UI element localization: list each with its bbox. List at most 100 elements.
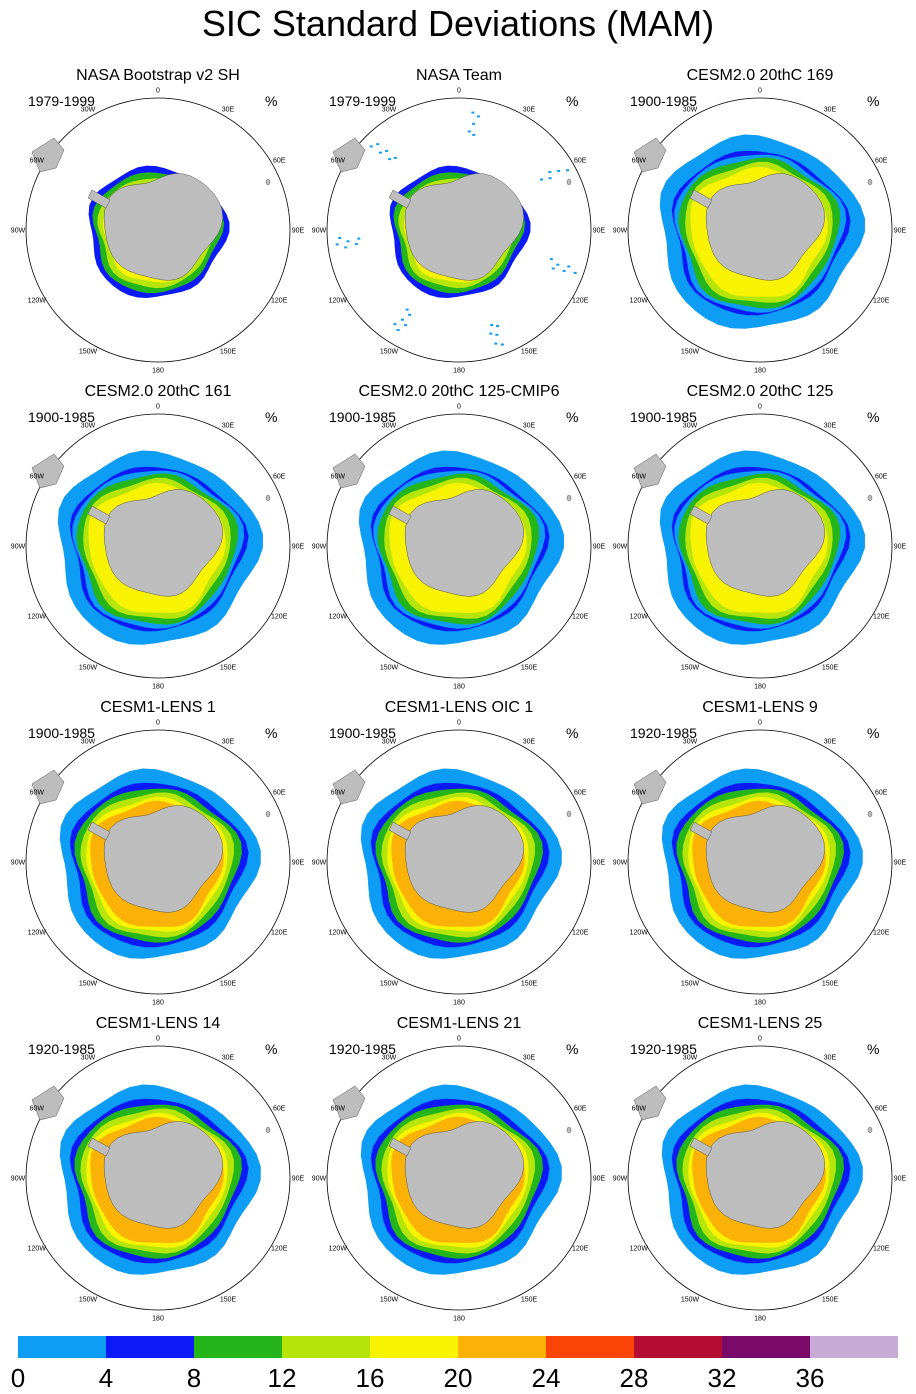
- longitude-label: 0: [457, 1036, 461, 1043]
- panel-title: NASA Team: [416, 67, 502, 84]
- longitude-label: 120W: [28, 930, 47, 937]
- longitude-label: 30E: [222, 422, 235, 429]
- longitude-label: 60W: [331, 158, 346, 165]
- sic-std-speck: [393, 323, 397, 326]
- sic-std-speck: [476, 115, 480, 118]
- panel-period: 1979-1999: [329, 93, 396, 109]
- antarctica-landmass: [705, 173, 826, 281]
- polar-map: 0 30E 60E 90E 120E 150E 180 150W 120W 90W 60W 30W: [11, 404, 305, 691]
- polar-map: 0 30E 60E 90E 120E 150E 180 150W 120W 90W 60W 30W: [613, 720, 907, 1007]
- longitude-label: 90E: [292, 228, 305, 235]
- longitude-label: 60W: [632, 474, 647, 481]
- longitude-label: 0: [758, 88, 762, 95]
- longitude-label: 150W: [681, 981, 700, 988]
- antarctic-peninsula: [689, 821, 713, 841]
- longitude-label: 120E: [873, 614, 890, 621]
- longitude-label: 60W: [30, 474, 45, 481]
- panel-unit: %: [566, 93, 579, 109]
- longitude-label: 60E: [273, 790, 286, 797]
- antarctic-peninsula: [87, 1137, 111, 1157]
- antarctic-peninsula: [87, 821, 111, 841]
- map-panel: 0 30E 60E 90E 120E 150E 180 150W 120W 90W 60W 30W CE…: [8, 382, 308, 698]
- longitude-label: 60E: [875, 790, 888, 797]
- longitude-label: 120W: [630, 1246, 649, 1253]
- longitude-label: 180: [453, 1000, 465, 1007]
- polar-map: 0 30E 60E 90E 120E 150E 180 150W 120W 90W 60W 30W: [312, 1036, 606, 1323]
- longitude-label: 120E: [572, 930, 589, 937]
- sic-std-speck: [495, 333, 499, 336]
- south-america-tip: [31, 769, 65, 805]
- longitude-label: 150E: [220, 981, 237, 988]
- sic-std-speck: [471, 111, 475, 114]
- sic-std-speck: [354, 243, 358, 246]
- longitude-label: 150E: [822, 665, 839, 672]
- sic-std-speck: [496, 325, 499, 328]
- colorbar-swatch: [722, 1336, 810, 1358]
- longitude-label: 90E: [894, 228, 907, 235]
- longitude-label: 120W: [329, 614, 348, 621]
- longitude-label: 60E: [574, 474, 587, 481]
- island: [265, 810, 271, 818]
- longitude-label: 120E: [271, 298, 288, 305]
- longitude-label: 90W: [613, 228, 628, 235]
- longitude-label: 150W: [681, 1297, 700, 1304]
- longitude-label: 60E: [875, 158, 888, 165]
- longitude-label: 180: [152, 368, 164, 375]
- longitude-label: 90E: [292, 860, 305, 867]
- longitude-label: 90E: [593, 544, 606, 551]
- panel-unit: %: [265, 93, 278, 109]
- sic-std-speck: [405, 308, 409, 311]
- sic-std-speck: [472, 122, 476, 125]
- longitude-label: 30E: [222, 1054, 235, 1061]
- panel-title: NASA Bootstrap v2 SH: [76, 67, 240, 84]
- longitude-label: 90W: [312, 228, 327, 235]
- longitude-label: 60E: [273, 1106, 286, 1113]
- longitude-label: 90E: [894, 1176, 907, 1183]
- panel-title: CESM2.0 20thC 125: [686, 383, 834, 400]
- antarctic-peninsula: [689, 505, 713, 525]
- longitude-label: 30E: [222, 106, 235, 113]
- longitude-label: 60E: [273, 474, 286, 481]
- longitude-label: 90E: [593, 228, 606, 235]
- panel-period: 1979-1999: [28, 93, 95, 109]
- longitude-label: 120E: [572, 1246, 589, 1253]
- map-panel: 0 30E 60E 90E 120E 150E 180 150W 120W 90W 60W 30W CE…: [610, 1014, 910, 1330]
- panel-title: CESM2.0 20thC 169: [686, 67, 834, 84]
- south-america-tip: [31, 137, 65, 173]
- south-america-tip: [31, 1085, 65, 1121]
- colorbar-swatch: [370, 1336, 458, 1358]
- panel-unit: %: [566, 409, 579, 425]
- longitude-label: 60E: [875, 1106, 888, 1113]
- panel-title: CESM1-LENS 1: [100, 699, 216, 716]
- island: [566, 810, 572, 818]
- longitude-label: 30E: [523, 422, 536, 429]
- sic-std-speck: [567, 265, 571, 268]
- longitude-label: 180: [453, 368, 465, 375]
- panel-title: CESM1-LENS 14: [95, 1015, 221, 1032]
- colorbar-tick-label: 12: [267, 1363, 297, 1393]
- map-panel: 0 30E 60E 90E 120E 150E 180 150W 120W 90W 60W 30W NA…: [8, 66, 308, 382]
- sic-std-speck: [404, 324, 407, 327]
- longitude-label: 120E: [572, 614, 589, 621]
- map-panel: 0 30E 60E 90E 120E 150E 180 150W 120W 90W 60W 30W CE…: [610, 698, 910, 1014]
- antarctica-landmass: [103, 173, 224, 281]
- longitude-label: 120W: [329, 930, 348, 937]
- map-panel: 0 30E 60E 90E 120E 150E 180 150W 120W 90W 60W 30W CE…: [309, 698, 609, 1014]
- sic-std-speck: [344, 246, 348, 249]
- longitude-label: 30E: [222, 738, 235, 745]
- antarctica-landmass: [404, 173, 525, 281]
- longitude-label: 120E: [873, 930, 890, 937]
- sic-std-speck: [549, 258, 553, 261]
- longitude-label: 90E: [292, 544, 305, 551]
- polar-map: 0 30E 60E 90E 120E 150E 180 150W 120W 90W 60W 30W: [11, 1036, 305, 1323]
- sic-std-speck: [335, 243, 339, 246]
- longitude-label: 60W: [632, 158, 647, 165]
- longitude-label: 150W: [380, 349, 399, 356]
- colorbar-swatch: [458, 1336, 546, 1358]
- antarctica-landmass: [103, 805, 224, 913]
- longitude-label: 60E: [273, 158, 286, 165]
- longitude-label: 90W: [312, 544, 327, 551]
- longitude-label: 120W: [329, 1246, 348, 1253]
- sic-std-speck: [338, 237, 342, 239]
- longitude-label: 0: [156, 404, 160, 411]
